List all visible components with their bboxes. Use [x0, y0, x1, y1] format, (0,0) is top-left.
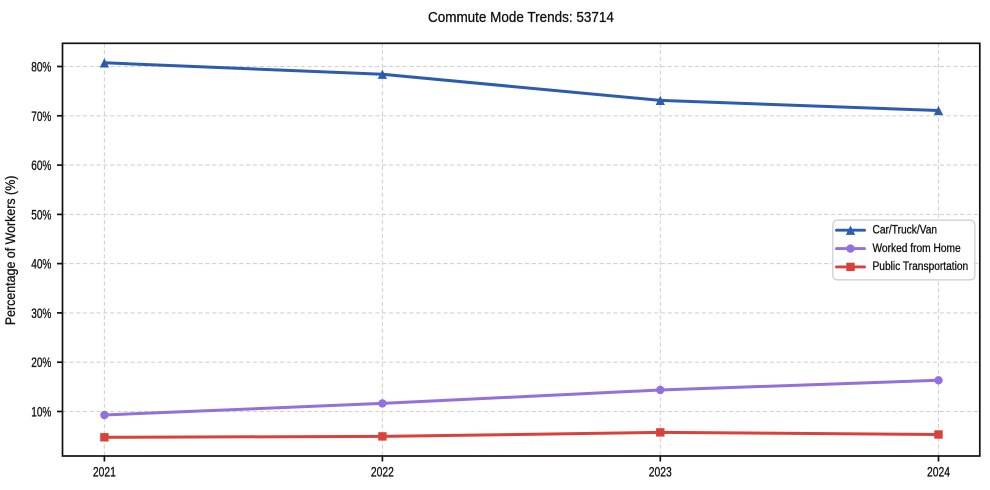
svg-text:60%: 60% [31, 157, 51, 173]
svg-text:Public Transportation: Public Transportation [873, 261, 969, 274]
svg-text:Worked from Home: Worked from Home [873, 242, 961, 255]
svg-text:Commute Mode Trends: 53714: Commute Mode Trends: 53714 [428, 9, 614, 26]
svg-text:Car/Truck/Van: Car/Truck/Van [873, 224, 938, 237]
svg-text:Percentage of Workers (%): Percentage of Workers (%) [2, 176, 18, 326]
svg-text:2024: 2024 [927, 464, 950, 480]
svg-text:70%: 70% [31, 108, 51, 124]
svg-text:2023: 2023 [649, 464, 672, 480]
svg-text:2021: 2021 [93, 464, 116, 480]
svg-text:40%: 40% [31, 256, 51, 272]
svg-text:2022: 2022 [371, 464, 394, 480]
svg-text:10%: 10% [31, 404, 51, 420]
svg-text:80%: 80% [31, 59, 51, 75]
svg-text:30%: 30% [31, 305, 51, 321]
svg-text:50%: 50% [31, 207, 51, 223]
svg-text:20%: 20% [31, 355, 51, 371]
